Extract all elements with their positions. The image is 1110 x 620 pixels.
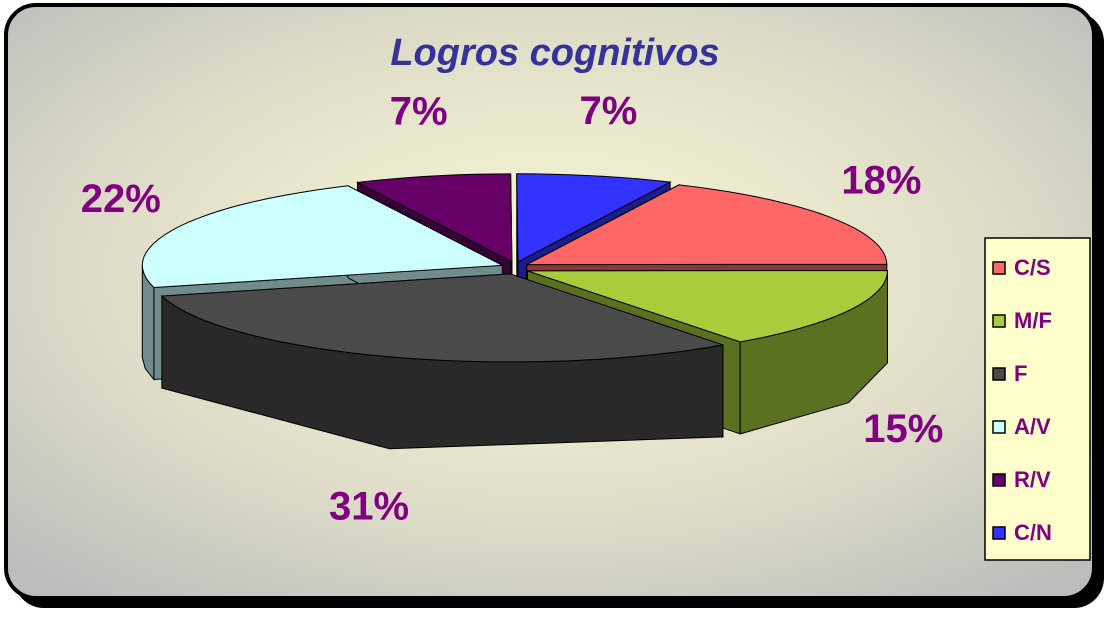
slice-top [526, 184, 888, 266]
slice-top [160, 273, 724, 363]
legend-swatch [992, 367, 1006, 381]
data-label: 18% [841, 158, 921, 202]
legend-swatch [992, 420, 1006, 434]
legend-label: A/V [1014, 414, 1051, 439]
data-label: 31% [329, 484, 409, 528]
legend-label: C/N [1014, 520, 1052, 545]
chart-title: Logros cognitivos [390, 32, 719, 74]
slice-top [355, 173, 513, 263]
slice [160, 273, 724, 450]
slice-top [527, 269, 889, 343]
legend-label: R/V [1014, 467, 1051, 492]
data-label: 22% [81, 177, 161, 221]
legend [984, 237, 1091, 561]
data-label: 7% [580, 89, 638, 133]
slice-top [516, 173, 672, 263]
legend-swatch [992, 314, 1006, 328]
data-label: 15% [863, 407, 943, 451]
legend-label: F [1014, 361, 1027, 386]
data-label: 7% [390, 89, 448, 133]
pie [141, 173, 889, 450]
legend-swatch [992, 473, 1006, 487]
legend-label: M/F [1014, 308, 1052, 333]
slice-top [141, 185, 505, 289]
legend-swatch [992, 261, 1006, 275]
legend-label: C/S [1014, 255, 1051, 280]
legend-swatch [992, 526, 1006, 540]
